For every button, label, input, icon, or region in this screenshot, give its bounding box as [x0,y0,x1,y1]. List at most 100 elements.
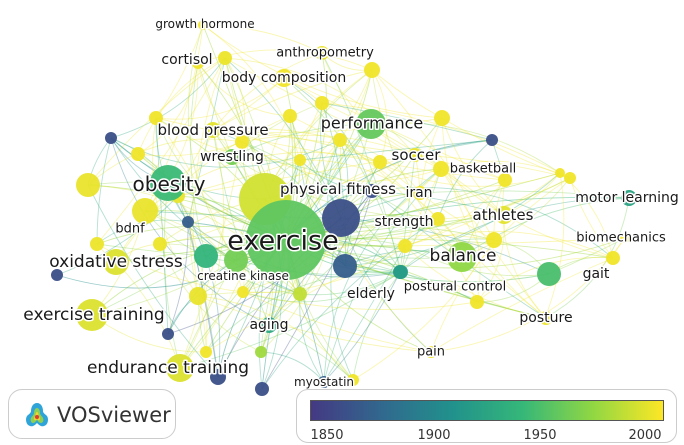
node-circle[interactable] [364,62,380,78]
label-anthropometry[interactable]: anthropometry [275,44,376,62]
node-myostatin[interactable] [318,376,330,388]
label-pain[interactable]: pain [415,343,446,361]
vosviewer-logo[interactable]: VOSviewer [8,389,176,439]
node-circle[interactable] [51,269,63,281]
node-oxidative-stress[interactable] [103,249,129,275]
node-aging[interactable] [261,317,277,333]
node-circle[interactable] [470,295,484,309]
label-creatine-kinase[interactable]: creatine kinase [196,268,291,285]
node-circle[interactable] [192,57,204,69]
node-circle[interactable] [189,287,207,305]
node-circle[interactable] [131,147,145,161]
node-strength[interactable] [322,199,360,237]
label-obesity[interactable]: obesity [131,171,207,198]
node-postural-control[interactable] [394,265,408,279]
label-gait[interactable]: gait [581,265,611,284]
node-circle[interactable] [235,135,249,149]
node-circle[interactable] [149,111,163,125]
link-line [285,237,614,259]
node-soccer[interactable] [408,148,422,162]
node-athletes[interactable] [495,206,513,224]
node-circle[interactable] [224,248,248,272]
node-circle[interactable] [210,369,226,385]
label-strength[interactable]: strength [373,213,435,232]
node-body-composition[interactable] [275,69,293,87]
label-myostatin[interactable]: myostatin [292,374,355,391]
label-aging[interactable]: aging [248,316,290,335]
node-endurance-training[interactable] [166,354,194,382]
node-elderly[interactable] [333,254,357,278]
label-oxidative-stress[interactable]: oxidative stress [48,251,185,274]
node-obesity[interactable] [150,165,186,201]
node-circle[interactable] [182,216,194,228]
node-anthropometry[interactable] [315,46,329,60]
node-circle[interactable] [294,154,306,166]
label-iran[interactable]: iran [404,184,434,203]
node-circle[interactable] [255,382,269,396]
label-endurance-training[interactable]: endurance training [85,357,250,380]
link-line [399,238,495,273]
node-circle[interactable] [347,374,359,386]
node-motor-learning[interactable] [621,190,637,206]
node-circle[interactable] [606,251,620,265]
label-bdnf[interactable]: bdnf [114,220,147,238]
node-pain[interactable] [425,346,437,358]
node-circle[interactable] [398,239,412,253]
node-posture[interactable] [539,311,553,325]
label-physical-fitness[interactable]: physical fitness [279,179,398,200]
label-biomechanics[interactable]: biomechanics [575,229,668,247]
node-growth-hormone[interactable] [198,20,208,30]
node-circle[interactable] [105,132,117,144]
label-posture[interactable]: posture [518,309,574,328]
node-circle[interactable] [283,109,297,123]
node-circle[interactable] [293,287,307,301]
node-basketball[interactable] [433,161,449,177]
node-circle[interactable] [315,96,329,110]
node-bdnf[interactable] [132,198,158,224]
node-circle[interactable] [555,168,565,178]
node-balance[interactable] [447,242,477,272]
node-performance[interactable] [356,109,386,139]
label-growth-hormone[interactable]: growth hormone [154,16,256,33]
node-creatine-kinase[interactable] [194,244,218,268]
node-biomechanics[interactable] [620,233,630,243]
node-cortisol[interactable] [218,51,232,65]
node-circle[interactable] [486,134,498,146]
label-cortisol[interactable]: cortisol [160,51,214,70]
label-balance[interactable]: balance [428,245,498,268]
node-gait[interactable] [537,262,561,286]
label-body-composition[interactable]: body composition [220,69,347,88]
node-circle[interactable] [237,286,249,298]
node-circle[interactable] [365,184,379,198]
node-circle[interactable] [564,172,576,184]
label-blood-pressure[interactable]: blood pressure [156,120,270,141]
label-motor-learning[interactable]: motor learning [574,189,681,208]
node-circle[interactable] [373,155,387,169]
node-circle[interactable] [486,232,502,248]
node-exercise[interactable] [246,200,326,280]
label-basketball[interactable]: basketball [448,160,518,178]
label-exercise[interactable]: exercise [226,224,340,258]
node-wrestling[interactable] [224,149,240,165]
node-circle[interactable] [76,173,100,197]
node-circle[interactable] [153,237,167,251]
node-circle[interactable] [90,237,104,251]
node-circle[interactable] [498,173,512,187]
label-performance[interactable]: performance [319,112,424,134]
node-circle[interactable] [431,212,445,226]
node-circle[interactable] [200,346,212,358]
node-exercise-training[interactable] [76,299,108,331]
node-blood-pressure[interactable] [205,122,221,138]
node-circle[interactable] [162,328,174,340]
node-circle[interactable] [333,133,347,147]
node-circle[interactable] [255,346,267,358]
label-postural-control[interactable]: postural control [402,278,507,296]
node-iran[interactable] [413,186,427,200]
label-soccer[interactable]: soccer [390,145,443,166]
node-circle[interactable] [434,110,450,126]
label-exercise-training[interactable]: exercise training [22,304,166,327]
label-wrestling[interactable]: wrestling [199,148,266,167]
label-athletes[interactable]: athletes [471,205,535,226]
label-elderly[interactable]: elderly [346,285,397,304]
